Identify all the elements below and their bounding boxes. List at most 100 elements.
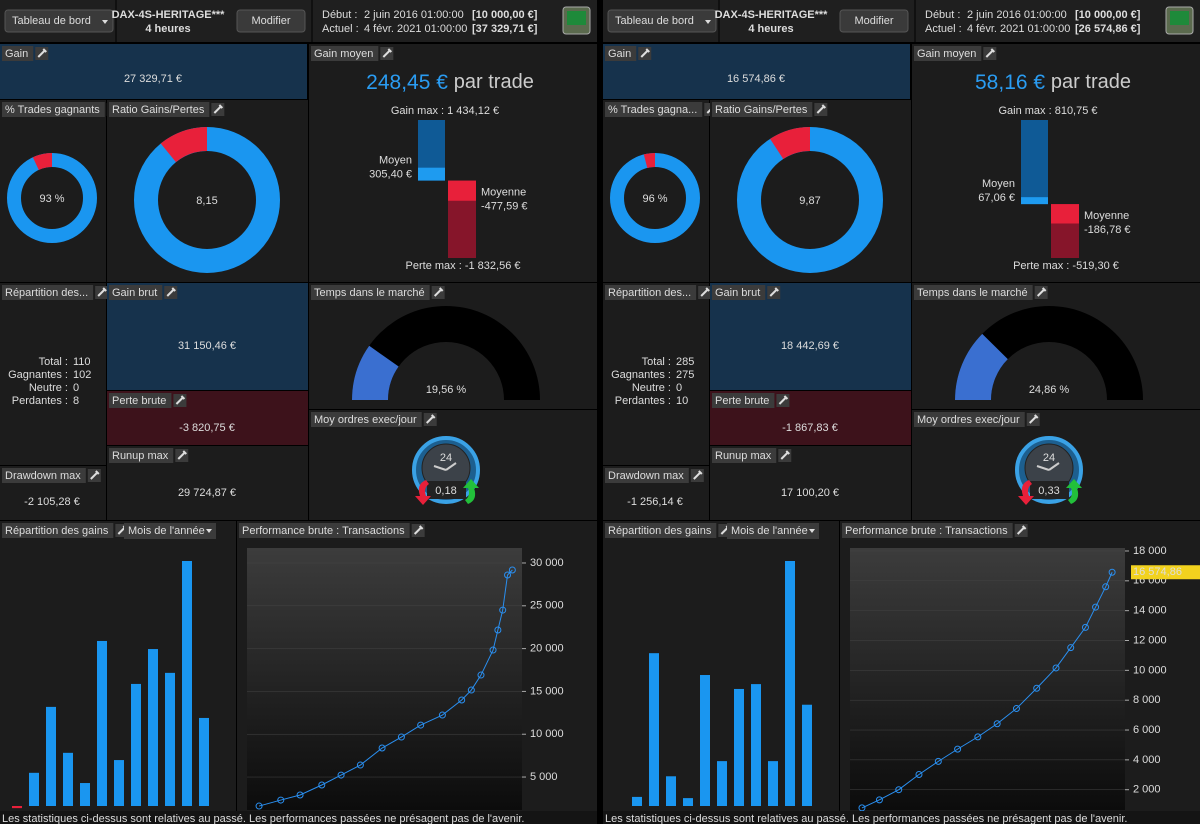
breakdown-value: 8 bbox=[73, 395, 79, 407]
breakdown-label: Neutre : bbox=[632, 382, 671, 394]
donut-loss bbox=[643, 153, 655, 168]
gain-avg-line: 58,16 € par trade bbox=[975, 71, 1131, 94]
gain-max-value: 1 434,12 € bbox=[447, 105, 499, 117]
runup-value: 29 724,87 € bbox=[178, 487, 236, 499]
start-capital: [10 000,00 €] bbox=[472, 9, 538, 21]
panel-title: Performance brute : Transactions bbox=[239, 523, 425, 538]
title-bg bbox=[914, 46, 982, 61]
wrench bbox=[700, 287, 710, 297]
orders-value: 0,33 bbox=[1038, 485, 1059, 497]
current-capital: [37 329,71 €] bbox=[472, 23, 538, 35]
mean-loss-label: Moyenne bbox=[1084, 210, 1129, 222]
wrench bbox=[778, 395, 789, 405]
breakdown-value: 285 bbox=[676, 356, 694, 368]
title-text: Ratio Gains/Pertes bbox=[715, 104, 808, 116]
wrench bbox=[1029, 414, 1039, 424]
title-text: % Trades gagnants bbox=[5, 104, 100, 116]
modify-label: Modifier bbox=[251, 15, 290, 27]
panel-title: Runup max bbox=[712, 448, 792, 463]
month-bar bbox=[734, 688, 744, 806]
gain-avg-line: 248,45 € par trade bbox=[366, 71, 534, 94]
title-text: Répartition des... bbox=[5, 287, 88, 299]
month-bar bbox=[182, 561, 192, 806]
mean-gain-value: 305,40 € bbox=[369, 168, 412, 180]
title-text: Gain bbox=[608, 48, 631, 60]
down-arrow bbox=[1018, 480, 1034, 505]
y-tick-label: 10 000 bbox=[530, 728, 564, 740]
loss-max-prefix: Perte max : bbox=[406, 260, 462, 272]
month-bar bbox=[29, 772, 39, 806]
trade-point bbox=[858, 804, 866, 812]
panel-title: Répartition des gains bbox=[605, 523, 732, 538]
month-selector[interactable] bbox=[727, 523, 819, 539]
gain-value: 16 574,86 € bbox=[727, 73, 785, 85]
clock-hands bbox=[433, 462, 457, 471]
month-bar bbox=[131, 683, 141, 806]
orders-box bbox=[1030, 481, 1069, 499]
month-bar bbox=[768, 761, 778, 806]
title-text: Runup max bbox=[715, 450, 772, 462]
title-text: Drawdown max bbox=[5, 470, 81, 482]
trade-point bbox=[494, 626, 502, 634]
performance-line bbox=[861, 572, 1113, 809]
panel-title: Gain bbox=[2, 46, 49, 61]
dashboard-menu[interactable] bbox=[607, 9, 717, 33]
gain-max-label: Gain max : 810,75 € bbox=[998, 105, 1097, 117]
panel-title: Ratio Gains/Pertes bbox=[109, 102, 225, 117]
gain-avg-value: 248,45 € bbox=[366, 71, 448, 94]
title-text: Gain moyen bbox=[917, 48, 976, 60]
modify-label: Modifier bbox=[854, 15, 893, 27]
trade-point bbox=[277, 796, 285, 804]
donut-loss bbox=[770, 127, 810, 159]
title-text: Gain brut bbox=[715, 287, 760, 299]
title-bg bbox=[109, 285, 163, 300]
last-value-box bbox=[1131, 565, 1200, 580]
gain-panel bbox=[0, 44, 307, 99]
mean-gain-bar bbox=[1021, 197, 1048, 205]
y-tick-label: 8 000 bbox=[1133, 694, 1161, 706]
trade-point bbox=[1102, 583, 1110, 591]
disclaimer: Les statistiques ci-dessus sont relative… bbox=[2, 813, 524, 824]
gauge-label: 19,56 % bbox=[426, 384, 467, 396]
month-selector-label: Mois de l'année bbox=[731, 525, 808, 537]
title-text: Moy ordres exec/jour bbox=[917, 414, 1020, 426]
breakdown-value: 275 bbox=[676, 369, 694, 381]
modify-button[interactable] bbox=[236, 9, 306, 33]
title-bg bbox=[109, 393, 172, 408]
modify-button[interactable] bbox=[839, 9, 909, 33]
y-tick-label: 12 000 bbox=[1133, 634, 1167, 646]
title-text: % Trades gagna... bbox=[608, 104, 697, 116]
gain-avg-value: 58,16 € bbox=[975, 71, 1045, 94]
trade-point bbox=[993, 720, 1001, 728]
gain-max-label: Gain max : 1 434,12 € bbox=[391, 105, 499, 117]
panel-title: Drawdown max bbox=[2, 468, 101, 483]
mean-loss-value: -477,59 € bbox=[481, 200, 527, 212]
breakdown-label: Gagnantes : bbox=[611, 369, 671, 381]
selector-arrow bbox=[809, 529, 815, 533]
breakdown-value: 110 bbox=[73, 356, 91, 368]
trade-point bbox=[915, 770, 923, 778]
trade-point bbox=[417, 721, 425, 729]
gross-gain-panel bbox=[710, 283, 911, 390]
panel-title: Perte brute bbox=[109, 393, 187, 408]
disclaimer: Les statistiques ci-dessus sont relative… bbox=[605, 813, 1127, 824]
y-tick-label: 6 000 bbox=[1133, 724, 1161, 736]
y-tick-label: 25 000 bbox=[530, 600, 564, 612]
y-tick-label: 5 000 bbox=[530, 771, 558, 783]
donut-label: 9,87 bbox=[799, 195, 820, 207]
start-label: Début : bbox=[925, 9, 960, 21]
gross-loss-value: -3 820,75 € bbox=[179, 422, 235, 434]
mean-loss-label: Moyenne bbox=[481, 186, 526, 198]
loss-max-label: Perte max : -519,30 € bbox=[1013, 260, 1119, 272]
mean-gain-bar bbox=[418, 167, 445, 181]
up-arrow bbox=[1066, 479, 1082, 504]
up-arrow bbox=[463, 479, 479, 504]
trade-point bbox=[934, 757, 942, 765]
wrench bbox=[985, 48, 996, 58]
panel-title: Drawdown max bbox=[605, 468, 704, 483]
y-tick-label: 20 000 bbox=[530, 643, 564, 655]
month-selector[interactable] bbox=[124, 523, 216, 539]
title-text: Répartition des gains bbox=[5, 525, 109, 537]
current-date: 4 févr. 2021 01:00:00 bbox=[364, 23, 467, 35]
dashboard-menu[interactable] bbox=[4, 9, 114, 33]
